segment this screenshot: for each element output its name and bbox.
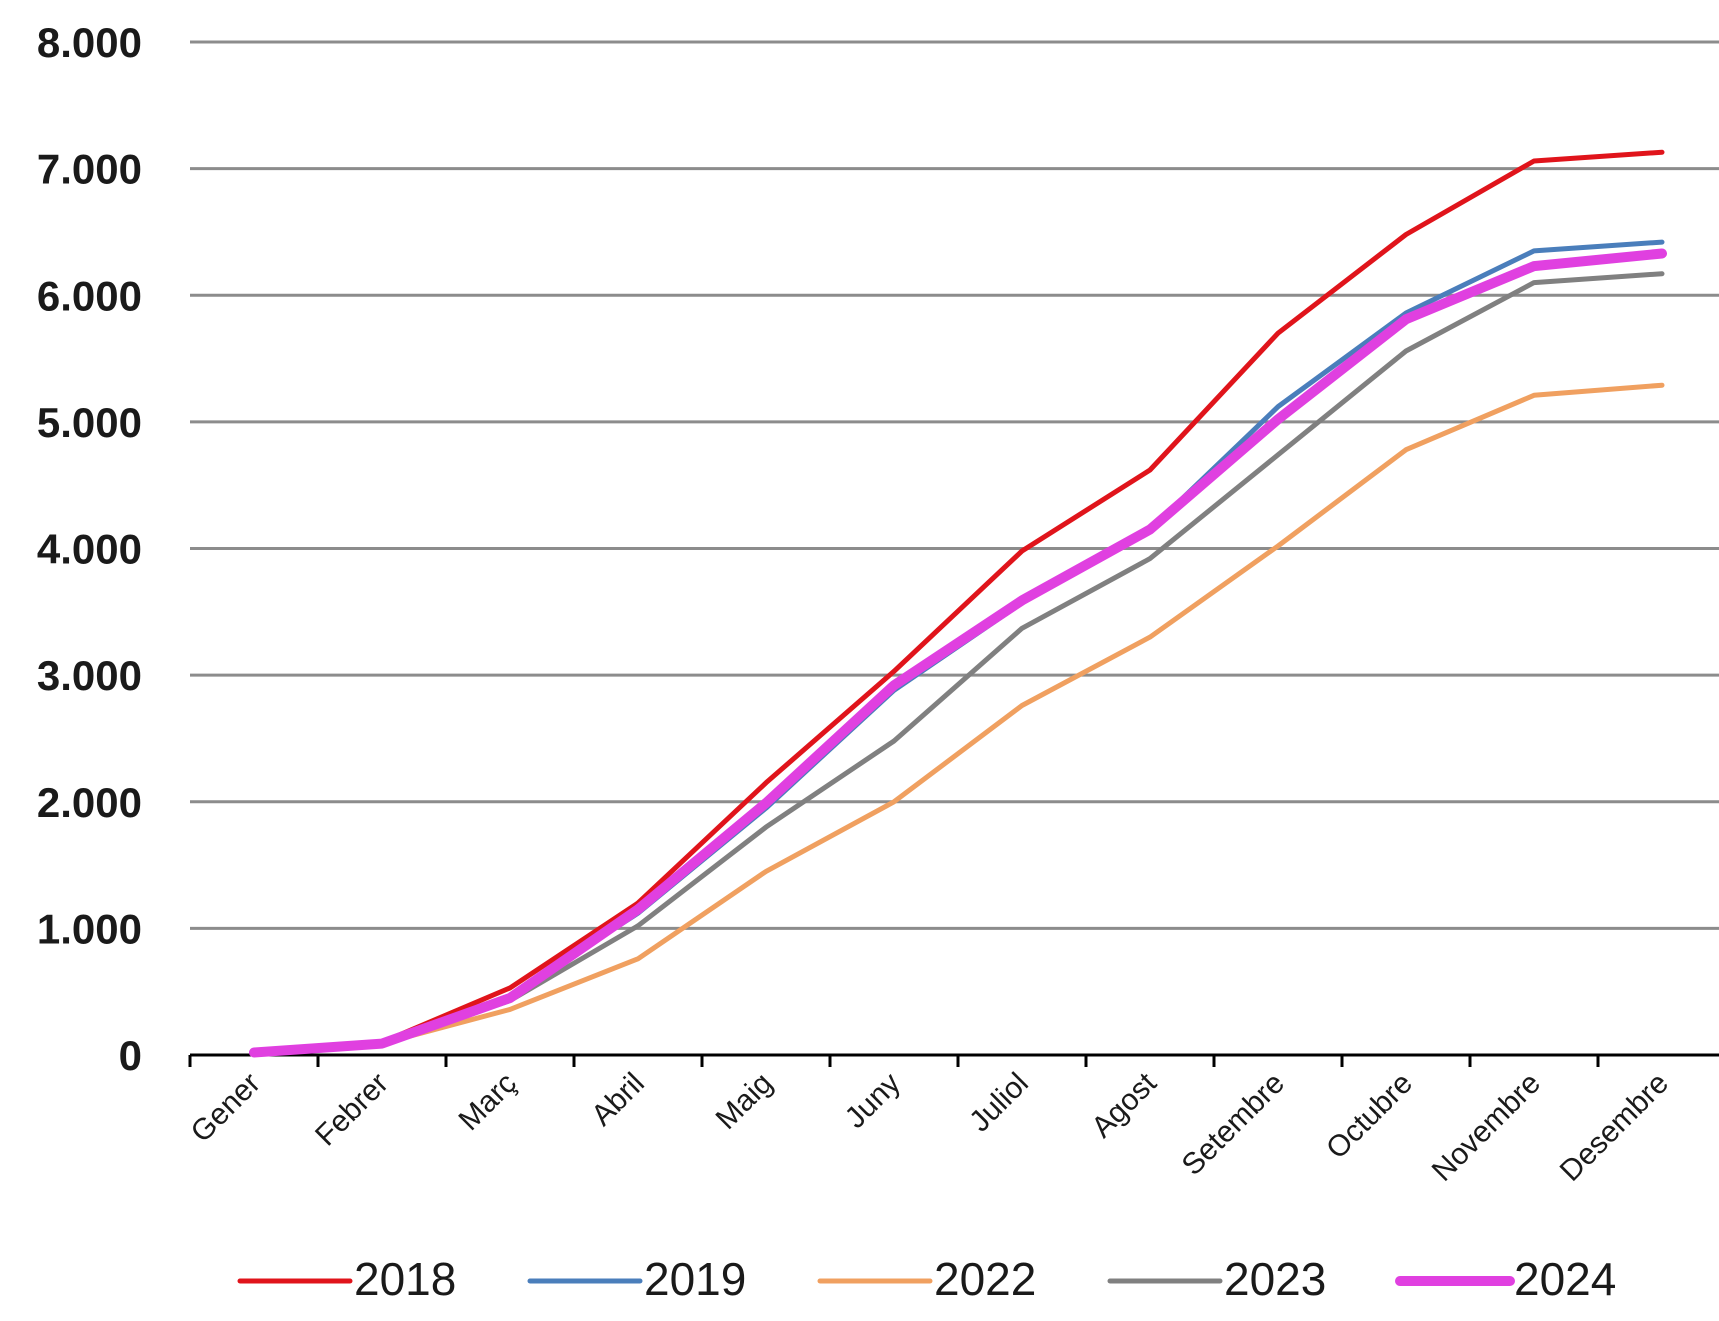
series-line-2023 (251, 271, 1665, 1055)
legend-label-2023: 2023 (1224, 1253, 1326, 1305)
series-lines (249, 149, 1667, 1058)
y-tick-label: 5.000 (37, 399, 142, 446)
y-tick-label: 8.000 (37, 19, 142, 66)
x-tick-label: Maig (710, 1067, 779, 1136)
x-tick-label: Desembre (1554, 1067, 1675, 1188)
legend-label-2018: 2018 (354, 1253, 456, 1305)
y-tick-label: 4.000 (37, 526, 142, 573)
y-tick-label: 1.000 (37, 905, 142, 952)
legend-label-2024: 2024 (1514, 1253, 1616, 1305)
x-axis: Gener Febrer Març Abril Maig Juny Juliol Agost S… (185, 1053, 1719, 1188)
x-tick-label: Octubre (1320, 1067, 1419, 1166)
x-tick-label: Setembre (1176, 1067, 1291, 1182)
y-tick-label: 0 (119, 1032, 142, 1079)
legend-label-2019: 2019 (644, 1253, 746, 1305)
y-tick-label: 6.000 (37, 272, 142, 319)
x-tick-label: Abril (585, 1067, 651, 1133)
x-tick-label: Juliol (963, 1067, 1035, 1139)
y-tick-label: 2.000 (37, 779, 142, 826)
x-tick-label: Gener (185, 1067, 267, 1149)
gridlines (190, 40, 1719, 930)
y-tick-label: 3.000 (37, 652, 142, 699)
legend: 2018 2019 2022 2023 2024 (237, 1253, 1616, 1305)
series-line-2024 (249, 248, 1667, 1058)
x-tick-label: Febrer (309, 1067, 395, 1153)
series-line-2018 (251, 149, 1665, 1055)
x-tick-label: Agost (1085, 1066, 1163, 1144)
x-tick-label: Novembre (1426, 1067, 1547, 1188)
y-tick-label: 7.000 (37, 146, 142, 193)
legend-label-2022: 2022 (934, 1253, 1036, 1305)
y-axis: 0 1.000 2.000 3.000 4.000 5.000 6.000 7.000 8.00… (37, 19, 142, 1079)
series-line-2022 (251, 382, 1665, 1055)
x-tick-label: Març (452, 1067, 522, 1137)
x-tick-label: Juny (839, 1067, 907, 1135)
